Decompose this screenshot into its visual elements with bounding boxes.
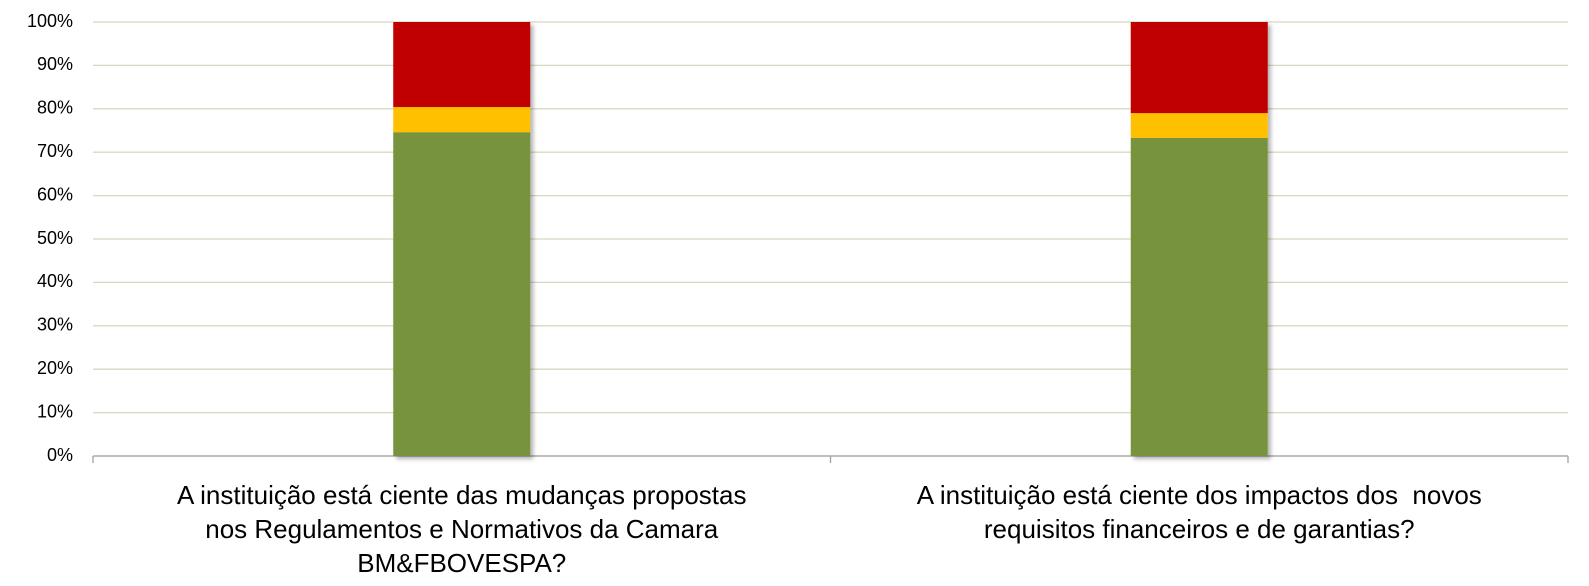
y-tick-label: 60%: [37, 184, 73, 204]
bar-segment: [393, 22, 531, 108]
bar-stack: [1130, 22, 1268, 457]
bar-segment: [1130, 137, 1268, 457]
bar-segment: [1130, 113, 1268, 138]
bar-segment: [393, 132, 531, 456]
y-tick-label: 0%: [47, 445, 73, 465]
y-tick-label: 80%: [37, 98, 73, 118]
y-tick-label: 30%: [37, 315, 73, 335]
y-tick-label: 40%: [37, 271, 73, 291]
x-tick-label: A instituição está ciente dos impactos d…: [916, 480, 1482, 544]
y-tick-label: 90%: [37, 54, 73, 74]
bar-stack: [393, 22, 531, 456]
y-tick-label: 50%: [37, 228, 73, 248]
y-tick-label: 10%: [37, 401, 73, 421]
bar-segment: [393, 107, 531, 133]
x-tick-label: A instituição está ciente das mudanças p…: [177, 480, 747, 578]
bar-segment: [1130, 22, 1268, 114]
y-tick-label: 70%: [37, 141, 73, 161]
y-tick-label: 100%: [27, 11, 73, 31]
y-tick-label: 20%: [37, 358, 73, 378]
